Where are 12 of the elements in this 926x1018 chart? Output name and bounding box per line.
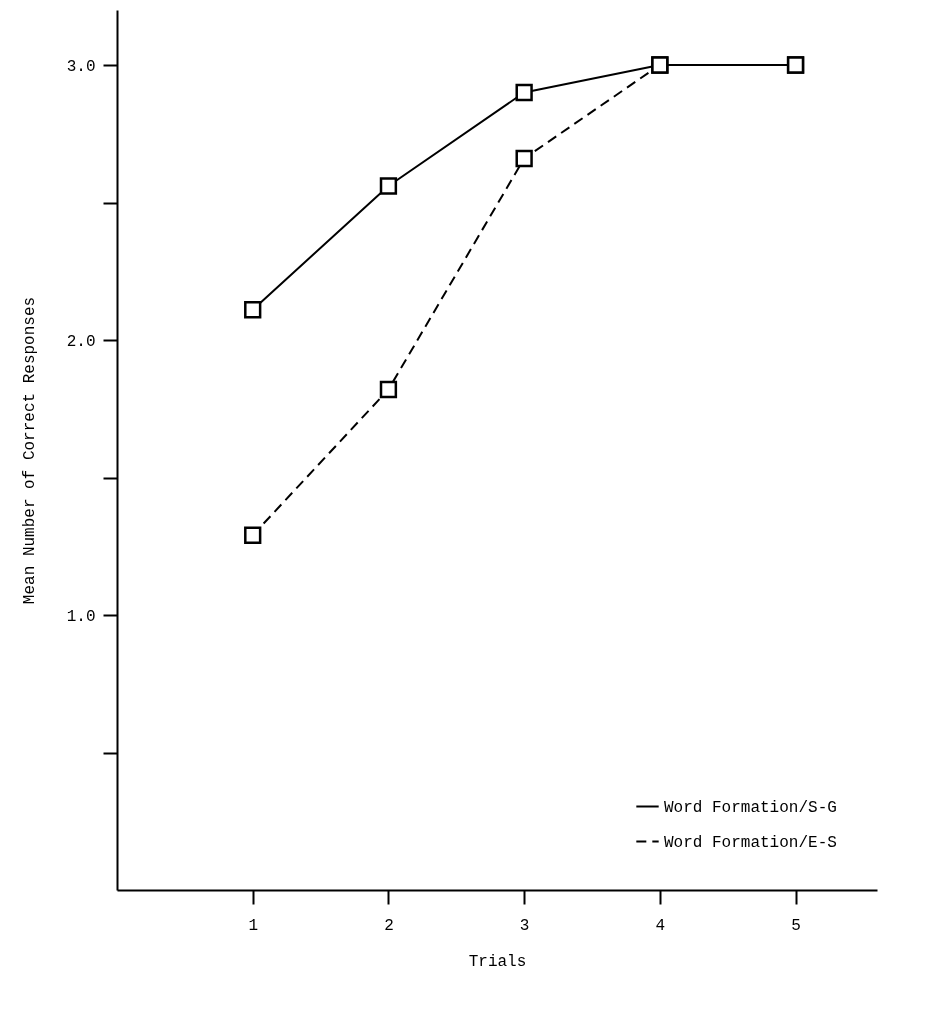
x-tick-label: 2	[384, 916, 394, 935]
x-tick-label: 4	[655, 916, 666, 935]
y-axis-title: Mean Number of Correct Responses	[20, 296, 39, 605]
x-axis-title: Trials	[468, 952, 527, 971]
x-tick-label: 3	[519, 916, 530, 935]
y-tick-label: 3.0	[66, 57, 96, 76]
legend-label: Word Formation/S-G	[664, 798, 837, 817]
y-tick-label: 2.0	[66, 332, 96, 351]
x-tick-label: 1	[248, 916, 259, 935]
x-tick-label: 5	[791, 916, 801, 935]
legend-label: Word Formation/E-S	[664, 833, 837, 852]
y-tick-label: 1.0	[66, 607, 96, 626]
